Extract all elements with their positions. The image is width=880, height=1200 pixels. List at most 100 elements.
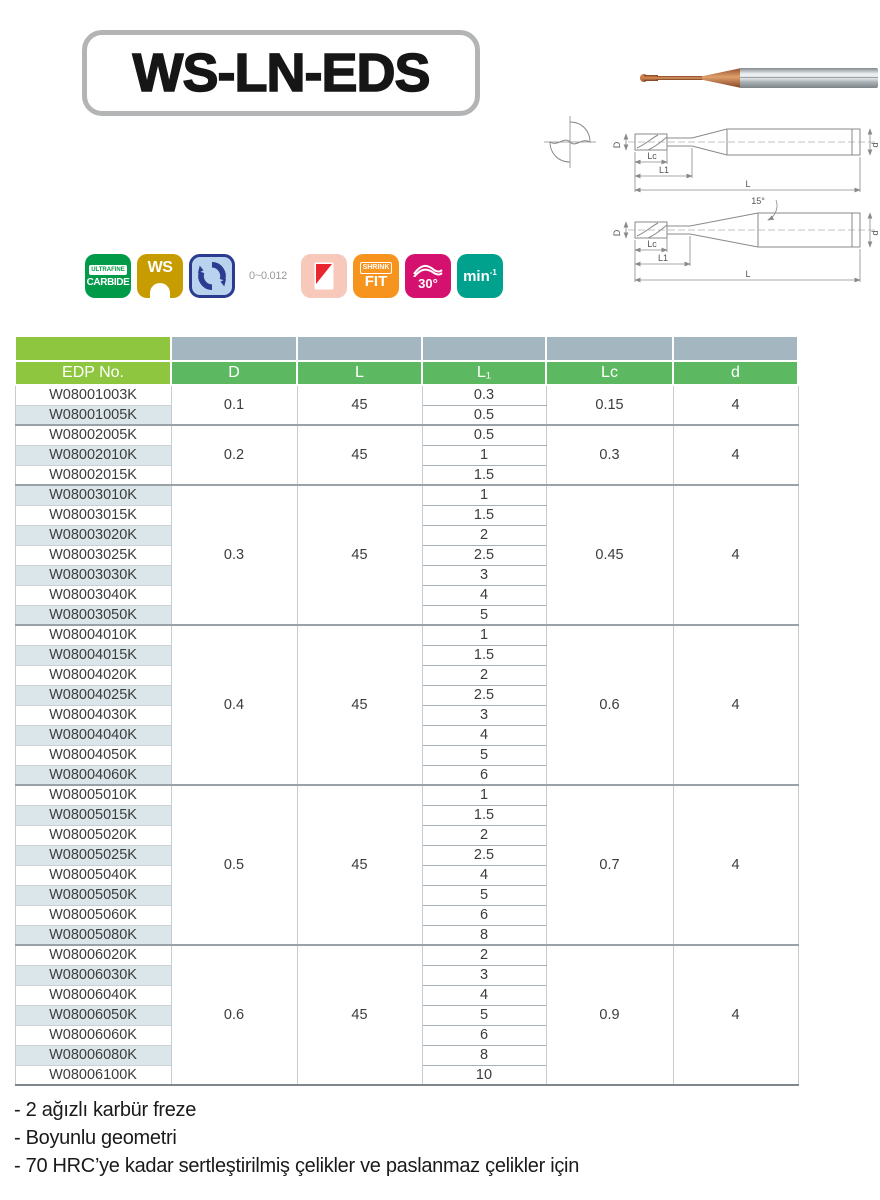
D-cell: 0.5 xyxy=(170,784,298,945)
L1-cell: 1.5 xyxy=(421,645,547,666)
endmill-flute xyxy=(644,75,658,81)
edp-cell: W08006030K xyxy=(14,965,172,986)
edp-cell: W08003025K xyxy=(14,545,172,566)
table-row: W08003030K 3 xyxy=(14,565,798,586)
end-view-icon xyxy=(544,116,596,168)
dim-label-d2: d xyxy=(870,230,880,235)
dimension-lines-taper: D d Lc L1 L xyxy=(612,212,880,283)
L1-cell: 4 xyxy=(421,985,547,1006)
ultrafine-carbide-badge: ULTRAFINE CARBIDE xyxy=(85,254,131,298)
min-label: min-1 xyxy=(463,267,497,285)
edp-cell: W08005060K xyxy=(14,905,172,926)
D-cell: 0.4 xyxy=(170,624,298,785)
edp-cell: W08001003K xyxy=(14,385,172,406)
dim-label-Lc2: Lc xyxy=(647,239,657,249)
L1-cell: 1 xyxy=(421,624,547,646)
table-row: W08001003K 0.1 45 0.3 0.15 4 xyxy=(14,385,799,425)
edp-cell: W08003050K xyxy=(14,605,172,626)
edp-cell: W08006050K xyxy=(14,1005,172,1026)
table-row: W08005060K 6 xyxy=(14,905,798,926)
edp-cell: W08003020K xyxy=(14,525,172,546)
table-row: W08002015K 1.5 xyxy=(14,465,798,486)
L1-cell: 1 xyxy=(421,445,547,466)
L1-cell: 2 xyxy=(421,665,547,686)
shrink-label: SHRINK xyxy=(359,262,393,274)
table-row: W08002005K 0.2 45 0.5 0.3 4 xyxy=(14,424,799,485)
L1-cell: 4 xyxy=(421,865,547,886)
shrink-fit-badge: SHRINK FIT xyxy=(353,254,399,298)
table-row: W08005025K 2.5 xyxy=(14,845,798,866)
edp-cell: W08003015K xyxy=(14,505,172,526)
dim-label-d: d xyxy=(870,142,880,147)
edp-cell: W08003030K xyxy=(14,565,172,586)
insert-icon xyxy=(314,262,334,290)
L1-cell: 1.5 xyxy=(421,805,547,826)
ws-label: WS xyxy=(147,259,173,276)
L1-cell: 5 xyxy=(421,745,547,766)
L1-cell: 10 xyxy=(421,1065,547,1085)
edp-cell: W08004025K xyxy=(14,685,172,706)
endmill-taper xyxy=(702,67,742,89)
helix-angle-label: 30° xyxy=(418,276,438,291)
dimension-drawing-taper: 15° D d Lc L1 L xyxy=(612,196,880,283)
table-row: W08006040K 4 xyxy=(14,985,798,1006)
dim-label-L12: L1 xyxy=(658,253,668,263)
feature-notes: - 2 ağızlı karbür freze - Boyunlu geomet… xyxy=(14,1096,579,1180)
size-table: EDP No. D L L₁ Lc d W08001003K 0.1 45 0.3 0.… xyxy=(14,335,799,1086)
band-lc xyxy=(545,335,674,362)
edp-cell: W08004015K xyxy=(14,645,172,666)
table-row: W08003020K 2 xyxy=(14,525,798,546)
edp-cell: W08004060K xyxy=(14,765,172,786)
feature-badges-row: ULTRAFINE CARBIDE WS 0~0.012 SHRINK FIT … xyxy=(85,254,503,298)
Lc-cell: 0.7 xyxy=(545,784,674,945)
edp-cell: W08004010K xyxy=(14,624,172,646)
table-row: W08001005K 0.5 xyxy=(14,405,798,426)
table-row: W08006030K 3 xyxy=(14,965,798,986)
L1-cell: 3 xyxy=(421,705,547,726)
header-color-band xyxy=(14,335,799,362)
L-cell: 45 xyxy=(296,624,423,785)
side-view-straight xyxy=(628,128,876,156)
L1-cell: 4 xyxy=(421,585,547,606)
product-title-box: WS-LN-EDS xyxy=(82,30,480,116)
d-cell: 4 xyxy=(672,424,799,485)
L1-cell: 8 xyxy=(421,925,547,945)
side-view-taper: 15° xyxy=(628,196,876,248)
edp-cell: W08005050K xyxy=(14,885,172,906)
edp-cell: W08006040K xyxy=(14,985,172,1006)
edp-cell: W08004050K xyxy=(14,745,172,766)
table-row: W08004050K 5 xyxy=(14,745,798,766)
endmill-neck xyxy=(656,76,704,80)
edp-cell: W08004040K xyxy=(14,725,172,746)
table-row: W08004010K 0.4 45 1 0.6 4 xyxy=(14,624,799,785)
note-line-2: - Boyunlu geometri xyxy=(14,1127,177,1149)
dim-label-D2: D xyxy=(612,229,622,236)
header-row: EDP No. D L L₁ Lc d xyxy=(14,360,799,386)
d-cell: 4 xyxy=(672,784,799,945)
edp-cell: W08001005K xyxy=(14,405,172,426)
edp-cell: W08006080K xyxy=(14,1045,172,1066)
table-row: W08004020K 2 xyxy=(14,665,798,686)
band-l xyxy=(296,335,423,362)
edp-cell: W08002015K xyxy=(14,465,172,486)
d-cell: 4 xyxy=(672,624,799,785)
L1-cell: 2.5 xyxy=(421,545,547,566)
L1-cell: 2 xyxy=(421,525,547,546)
dimension-lines-straight: D d Lc L1 L xyxy=(612,128,880,193)
edp-cell: W08004020K xyxy=(14,665,172,686)
product-title: WS-LN-EDS xyxy=(132,42,431,104)
table-row: W08006080K 8 xyxy=(14,1045,798,1066)
L1-cell: 5 xyxy=(421,1005,547,1026)
table-row: W08003040K 4 xyxy=(14,585,798,606)
L1-cell: 1.5 xyxy=(421,505,547,526)
note-line-1: - 2 ağızlı karbür freze xyxy=(14,1099,197,1121)
edp-cell: W08005015K xyxy=(14,805,172,826)
endmill-photo xyxy=(640,55,878,101)
header-edp-no: EDP No. xyxy=(14,360,172,386)
table-row: W08003050K 5 xyxy=(14,605,798,626)
L1-cell: 0.5 xyxy=(421,405,547,425)
table-row: W08005050K 5 xyxy=(14,885,798,906)
dim-label-L2: L xyxy=(745,269,750,279)
endmill-shank xyxy=(740,68,878,88)
L1-cell: 6 xyxy=(421,1025,547,1046)
